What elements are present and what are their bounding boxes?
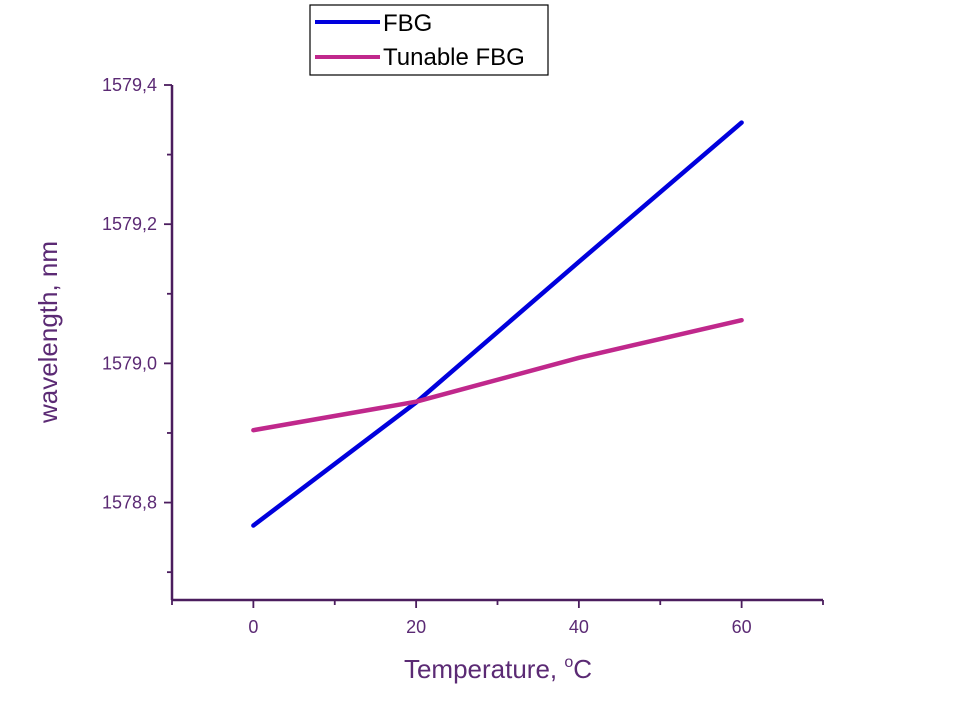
x-ticks: 0 20 40 60 (171, 600, 824, 637)
y-tick-label: 1579,4 (102, 75, 157, 95)
axes: 0 20 40 60 1578,8 1579,0 1579,2 1579,4 (102, 75, 824, 637)
legend-label-tunable-fbg: Tunable FBG (383, 44, 525, 71)
x-tick-label: 60 (732, 617, 752, 637)
series-line-tunable-fbg (251, 317, 744, 433)
y-tick-label: 1578,8 (102, 493, 157, 513)
x-tick-label: 40 (569, 617, 589, 637)
x-axis-title-text: Temperature, (404, 654, 564, 684)
x-tick-label: 0 (248, 617, 258, 637)
y-ticks: 1578,8 1579,0 1579,2 1579,4 (102, 75, 172, 574)
y-tick-label: 1579,2 (102, 214, 157, 234)
legend: FBG Tunable FBG (309, 4, 549, 76)
x-tick-label: 20 (406, 617, 426, 637)
x-axis-title-degree: o (564, 654, 573, 671)
x-axis-title: Temperature, oC (404, 654, 592, 684)
y-axis-title: wavelength, nm (33, 241, 63, 424)
plot-marks (251, 120, 744, 528)
x-axis-title-unit: C (573, 654, 592, 684)
legend-box (309, 4, 549, 76)
y-tick-label: 1579,0 (102, 353, 157, 373)
legend-label-fbg: FBG (383, 10, 432, 37)
series-line-fbg (251, 120, 744, 528)
